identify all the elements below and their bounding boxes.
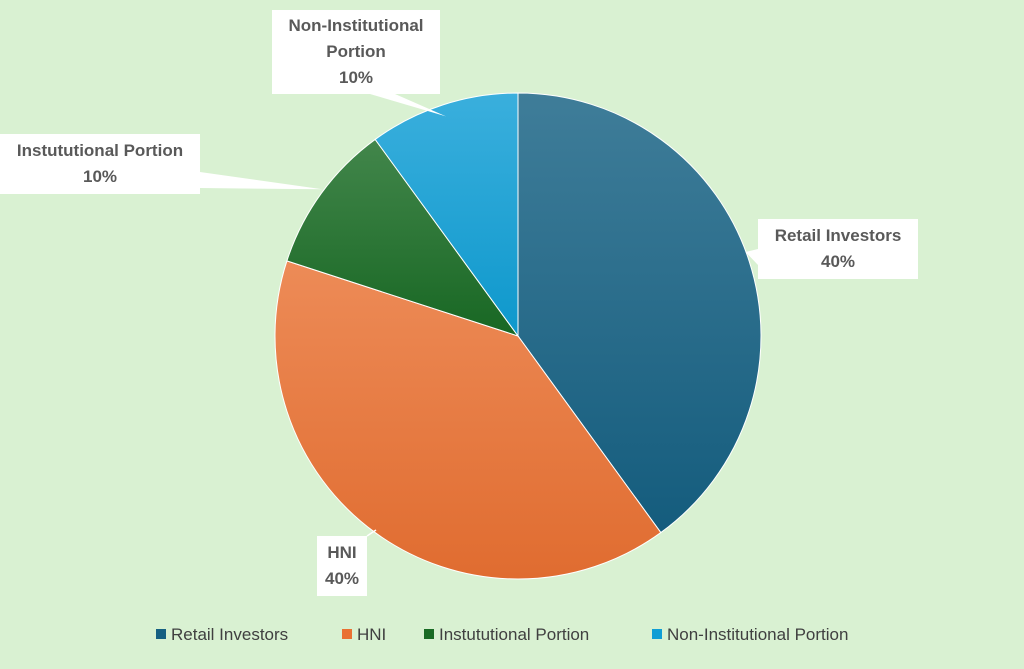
legend-label: Non-Institutional Portion (667, 625, 848, 644)
pie-slice-non-institutional-portion (374, 92, 519, 338)
data-label-percent: 10% (83, 167, 117, 186)
legend-swatch (424, 629, 434, 639)
data-label-retail-investors: Retail Investors 40% (758, 219, 918, 279)
pie-slice-retail-investors (517, 92, 762, 534)
data-label-percent: 40% (325, 569, 359, 588)
data-label-box (0, 134, 200, 194)
legend-label: Instututional Portion (439, 625, 589, 644)
data-label-percent: 40% (821, 252, 855, 271)
pie-slices (274, 92, 762, 580)
legend: Retail Investors HNI Instututional Portion… (156, 625, 848, 644)
legend-label: HNI (357, 625, 386, 644)
legend-item-retail-investors: Retail Investors (156, 625, 288, 644)
legend-item-hni: HNI (342, 625, 386, 644)
data-label-name: Portion (326, 42, 386, 61)
leader-line-hni (366, 529, 377, 537)
data-label-hni: HNI 40% (317, 536, 367, 596)
data-label-box (317, 536, 367, 596)
callout-pointer-instututional-portion (200, 172, 323, 190)
legend-swatch (342, 629, 352, 639)
pie-slice-instututional-portion (286, 138, 520, 337)
legend-swatch (652, 629, 662, 639)
callout-leaders (200, 94, 758, 537)
data-labels: Retail Investors 40% HNI 40% Instututional P… (0, 10, 918, 596)
data-label-instututional-portion: Instututional Portion 10% (0, 134, 200, 194)
data-label-box (272, 10, 440, 94)
pie-slice-hni (274, 260, 662, 580)
data-label-non-institutional-portion: Non-Institutional Portion 10% (272, 10, 440, 94)
legend-item-non-institutional-portion: Non-Institutional Portion (652, 625, 848, 644)
legend-item-instututional-portion: Instututional Portion (424, 625, 589, 644)
legend-swatch (156, 629, 166, 639)
legend-label: Retail Investors (171, 625, 288, 644)
data-label-name: Non-Institutional (288, 16, 423, 35)
data-label-name: Retail Investors (775, 226, 902, 245)
data-label-name: Instututional Portion (17, 141, 183, 160)
callout-pointer-non-institutional-portion (370, 94, 446, 117)
callout-pointer-retail-investors (745, 249, 758, 265)
data-label-name: HNI (327, 543, 356, 562)
data-label-percent: 10% (339, 68, 373, 87)
data-label-box (758, 219, 918, 279)
